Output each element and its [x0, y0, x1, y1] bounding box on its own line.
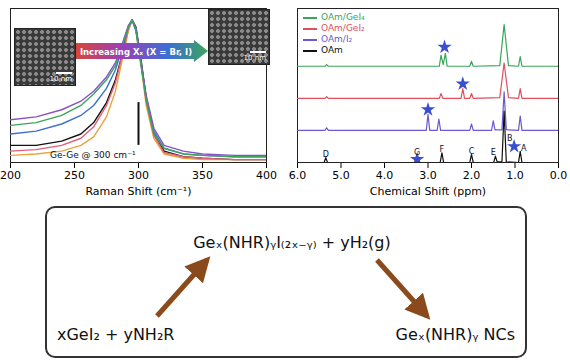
svg-text:G: G [414, 148, 420, 157]
svg-text:B: B [507, 134, 513, 143]
svg-text:F: F [440, 145, 445, 154]
svg-text:Geₓ(NHR)ᵧ NCs: Geₓ(NHR)ᵧ NCs [396, 325, 515, 344]
svg-text:4.0: 4.0 [376, 169, 394, 182]
svg-text:D: D [323, 150, 329, 159]
html-text:OAm/GeI₄: OAm/GeI₄ [321, 12, 365, 22]
svg-text:2.0: 2.0 [463, 169, 481, 182]
svg-text:Raman Shift (cm⁻¹): Raman Shift (cm⁻¹) [85, 185, 191, 198]
html-text:OAm/I₂: OAm/I₂ [321, 34, 353, 44]
html-text:10 nm: 10 nm [243, 54, 266, 62]
svg-text:0.0: 0.0 [550, 169, 568, 182]
html-text:OAm/GeI₂: OAm/GeI₂ [321, 23, 365, 33]
svg-text:Geₓ(NHR)ᵧI₍₂ₓ₋ᵧ₎ + yH₂(g): Geₓ(NHR)ᵧI₍₂ₓ₋ᵧ₎ + yH₂(g) [193, 233, 391, 252]
html-text:10 nm: 10 nm [49, 75, 72, 83]
svg-text:3.0: 3.0 [419, 169, 437, 182]
svg-text:200: 200 [0, 169, 21, 182]
svg-text:350: 350 [192, 169, 213, 182]
svg-text:1.0: 1.0 [506, 169, 524, 182]
svg-text:6.0: 6.0 [289, 169, 307, 182]
svg-text:Ge-Ge @ 300 cm⁻¹: Ge-Ge @ 300 cm⁻¹ [50, 150, 136, 160]
svg-text:400: 400 [256, 169, 277, 182]
html-text:OAm: OAm [321, 45, 343, 55]
svg-text:C: C [469, 147, 475, 156]
svg-text:E: E [491, 148, 496, 157]
svg-text:250: 250 [64, 169, 85, 182]
svg-text:Increasing Xₓ (X = Br, I): Increasing Xₓ (X = Br, I) [80, 47, 192, 57]
svg-text:5.0: 5.0 [332, 169, 350, 182]
svg-text:300: 300 [128, 169, 149, 182]
svg-text:A: A [521, 144, 527, 153]
svg-text:Chemical Shift (ppm): Chemical Shift (ppm) [370, 185, 486, 198]
svg-text:xGeI₂ + yNH₂R: xGeI₂ + yNH₂R [57, 325, 174, 344]
